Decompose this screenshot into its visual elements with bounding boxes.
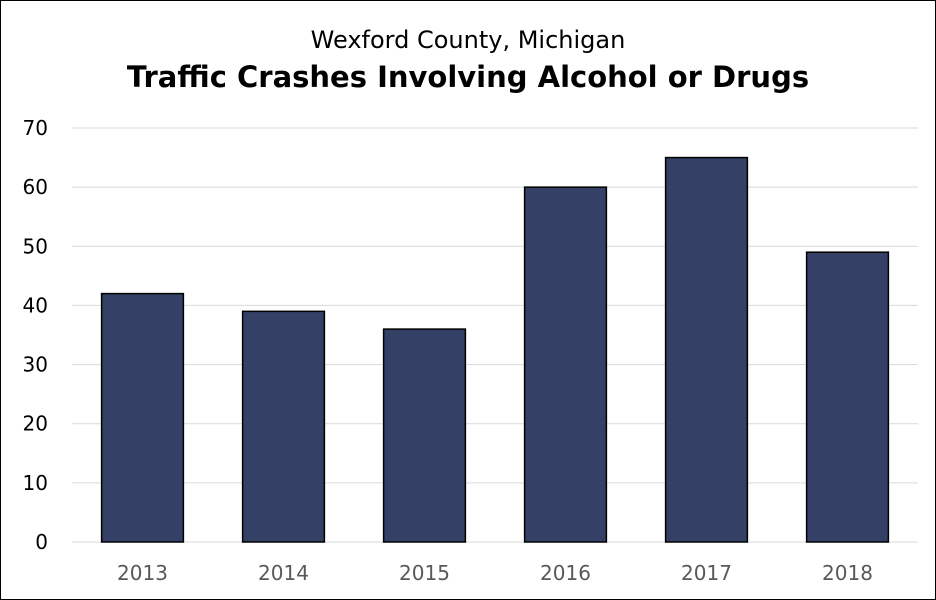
- y-tick-label: 30: [23, 353, 48, 377]
- y-tick-label: 0: [35, 530, 48, 554]
- bar-2018: [805, 251, 890, 543]
- y-axis-labels: 0 10 20 30 40 50 60 70: [23, 116, 48, 554]
- x-tick-label: 2014: [258, 561, 309, 585]
- y-tick-label: 20: [23, 412, 48, 436]
- chart-title: Traffic Crashes Involving Alcohol or Dru…: [126, 60, 810, 94]
- bars: [100, 156, 890, 543]
- x-tick-label: 2018: [822, 561, 873, 585]
- bar-2015: [382, 328, 467, 543]
- y-tick-label: 10: [23, 471, 48, 495]
- y-tick-label: 60: [23, 175, 48, 199]
- bar-2014: [241, 310, 326, 543]
- x-tick-label: 2015: [399, 561, 450, 585]
- chart-subtitle: Wexford County, Michigan: [310, 26, 626, 54]
- y-tick-label: 50: [23, 234, 48, 258]
- grid-lines: [72, 127, 918, 543]
- x-tick-label: 2016: [540, 561, 591, 585]
- bar-2013: [100, 292, 185, 543]
- x-tick-label: 2017: [681, 561, 732, 585]
- y-tick-label: 70: [23, 116, 48, 140]
- x-tick-label: 2013: [117, 561, 168, 585]
- y-tick-label: 40: [23, 293, 48, 317]
- bar-2017: [664, 156, 749, 543]
- x-axis-labels: 2013 2014 2015 2016 2017 2018: [117, 561, 873, 585]
- bar-2016: [523, 186, 608, 543]
